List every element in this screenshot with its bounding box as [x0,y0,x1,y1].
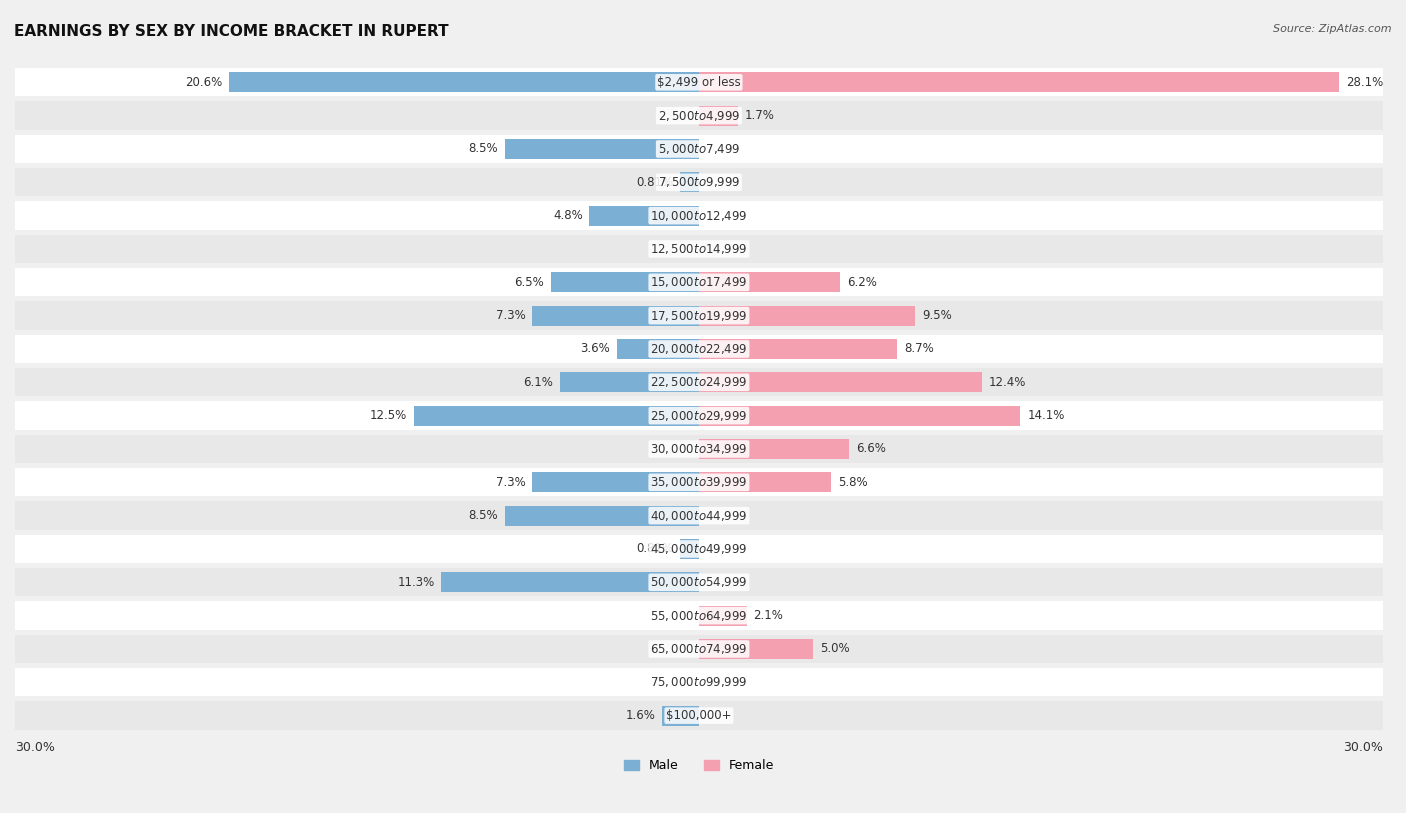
Bar [15,535,1384,563]
Bar [699,406,1021,426]
Text: 28.1%: 28.1% [1347,76,1384,89]
Bar [15,602,1384,630]
Text: 9.5%: 9.5% [922,309,952,322]
Bar [617,339,699,359]
Text: 2.1%: 2.1% [754,609,783,622]
Text: 8.5%: 8.5% [468,142,498,155]
Text: 0.81%: 0.81% [637,542,673,555]
Text: 5.0%: 5.0% [820,642,849,655]
Text: $15,000 to $17,499: $15,000 to $17,499 [650,276,748,289]
Bar [15,68,1384,97]
Text: $10,000 to $12,499: $10,000 to $12,499 [650,209,748,223]
Bar [15,502,1384,530]
Bar [533,472,699,493]
Text: $25,000 to $29,999: $25,000 to $29,999 [651,409,748,423]
Text: $40,000 to $44,999: $40,000 to $44,999 [650,509,748,523]
Bar [15,668,1384,697]
Text: 4.8%: 4.8% [553,209,582,222]
Bar [15,368,1384,397]
Text: 1.7%: 1.7% [745,109,775,122]
Text: 12.5%: 12.5% [370,409,408,422]
Bar [560,372,699,393]
Text: $35,000 to $39,999: $35,000 to $39,999 [650,476,748,489]
Text: 1.6%: 1.6% [626,709,655,722]
Text: $12,500 to $14,999: $12,500 to $14,999 [650,242,748,256]
Bar [699,106,738,126]
Bar [15,635,1384,663]
Text: $55,000 to $64,999: $55,000 to $64,999 [650,609,748,623]
Text: $50,000 to $54,999: $50,000 to $54,999 [650,576,748,589]
Text: 20.6%: 20.6% [186,76,222,89]
Bar [699,272,841,293]
Text: 7.3%: 7.3% [496,309,526,322]
Text: $20,000 to $22,499: $20,000 to $22,499 [650,342,748,356]
Text: 14.1%: 14.1% [1028,409,1064,422]
Bar [699,606,747,626]
Legend: Male, Female: Male, Female [619,754,779,777]
Bar [15,302,1384,330]
Bar [699,639,813,659]
Text: 8.5%: 8.5% [468,509,498,522]
Text: 5.8%: 5.8% [838,476,868,489]
Bar [699,372,981,393]
Bar [699,472,831,493]
Bar [15,702,1384,730]
Text: 3.6%: 3.6% [581,342,610,355]
Bar [229,72,699,93]
Text: $7,500 to $9,999: $7,500 to $9,999 [658,176,740,189]
Text: 8.7%: 8.7% [904,342,934,355]
Text: $30,000 to $34,999: $30,000 to $34,999 [650,442,748,456]
Bar [15,468,1384,497]
Bar [15,402,1384,430]
Text: 30.0%: 30.0% [15,741,55,754]
Bar [662,706,699,726]
Text: $22,500 to $24,999: $22,500 to $24,999 [650,376,748,389]
Text: 6.6%: 6.6% [856,442,886,455]
Text: 12.4%: 12.4% [988,376,1026,389]
Bar [699,439,849,459]
Bar [15,268,1384,297]
Bar [441,572,699,593]
Text: 6.5%: 6.5% [515,276,544,289]
Bar [15,202,1384,230]
Bar [413,406,699,426]
Bar [15,135,1384,163]
Bar [15,235,1384,263]
Bar [533,306,699,326]
Text: $2,500 to $4,999: $2,500 to $4,999 [658,109,740,123]
Text: 0.81%: 0.81% [637,176,673,189]
Text: $100,000+: $100,000+ [666,709,731,722]
Text: 6.2%: 6.2% [846,276,877,289]
Text: 30.0%: 30.0% [1343,741,1384,754]
Bar [505,139,699,159]
Bar [681,172,699,193]
Text: $2,499 or less: $2,499 or less [657,76,741,89]
Bar [15,335,1384,363]
Text: $75,000 to $99,999: $75,000 to $99,999 [650,676,748,689]
Text: EARNINGS BY SEX BY INCOME BRACKET IN RUPERT: EARNINGS BY SEX BY INCOME BRACKET IN RUP… [14,24,449,39]
Text: $65,000 to $74,999: $65,000 to $74,999 [650,642,748,656]
Text: $45,000 to $49,999: $45,000 to $49,999 [650,542,748,556]
Bar [551,272,699,293]
Text: Source: ZipAtlas.com: Source: ZipAtlas.com [1274,24,1392,34]
Text: 11.3%: 11.3% [398,576,434,589]
Bar [505,506,699,526]
Bar [699,72,1340,93]
Text: $5,000 to $7,499: $5,000 to $7,499 [658,142,740,156]
Bar [699,306,915,326]
Bar [699,339,897,359]
Bar [589,206,699,226]
Bar [681,539,699,559]
Bar [15,102,1384,130]
Text: $17,500 to $19,999: $17,500 to $19,999 [650,309,748,323]
Bar [15,435,1384,463]
Text: 6.1%: 6.1% [523,376,553,389]
Bar [15,168,1384,197]
Bar [15,568,1384,597]
Text: 7.3%: 7.3% [496,476,526,489]
